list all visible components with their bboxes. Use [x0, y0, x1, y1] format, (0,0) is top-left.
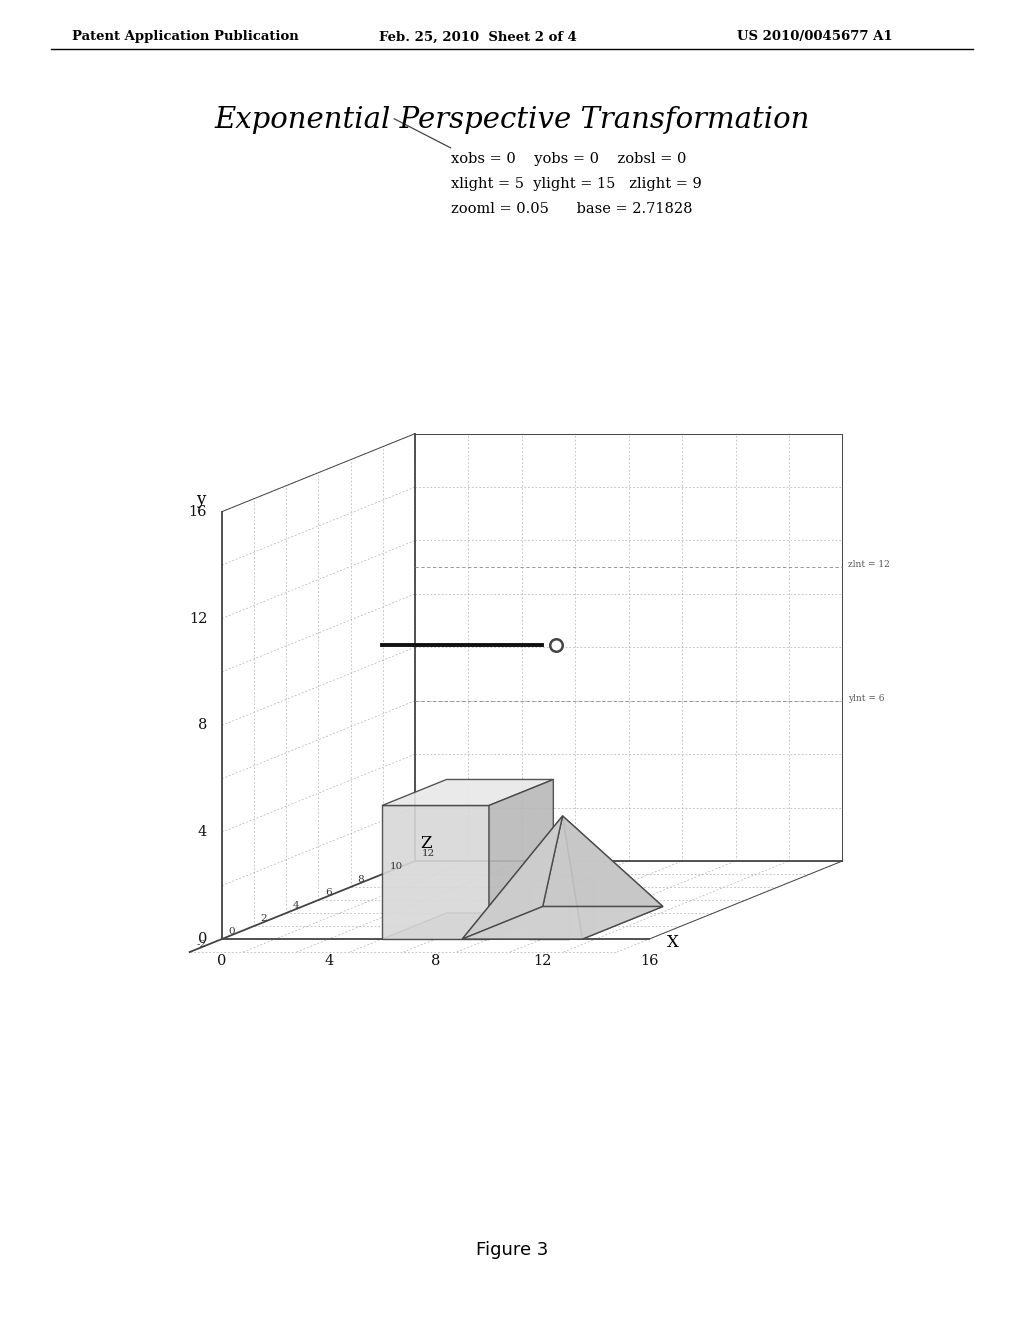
Text: Patent Application Publication: Patent Application Publication: [72, 30, 298, 44]
Text: 6: 6: [325, 888, 332, 898]
Text: -2: -2: [197, 940, 207, 949]
Text: X: X: [668, 935, 679, 950]
Polygon shape: [462, 907, 663, 939]
Text: 0: 0: [198, 932, 207, 946]
Text: 8: 8: [357, 875, 364, 884]
Text: US 2010/0045677 A1: US 2010/0045677 A1: [737, 30, 893, 44]
Polygon shape: [382, 780, 553, 805]
Polygon shape: [382, 805, 488, 939]
Text: 12: 12: [422, 849, 435, 858]
Text: Exponential Perspective Transformation: Exponential Perspective Transformation: [214, 106, 810, 133]
Text: 0: 0: [217, 954, 226, 968]
Text: 8: 8: [431, 954, 440, 968]
Polygon shape: [562, 816, 663, 939]
Text: 4: 4: [293, 902, 300, 911]
Polygon shape: [529, 929, 593, 939]
Polygon shape: [529, 876, 593, 886]
Polygon shape: [529, 886, 569, 939]
Text: 4: 4: [324, 954, 333, 968]
Text: 2: 2: [261, 915, 267, 924]
Text: 4: 4: [198, 825, 207, 840]
Text: ylnt = 6: ylnt = 6: [848, 694, 884, 702]
Text: zooml = 0.05      base = 2.71828: zooml = 0.05 base = 2.71828: [451, 202, 692, 216]
Text: y: y: [197, 491, 206, 508]
Polygon shape: [462, 816, 583, 939]
Text: xobs = 0    yobs = 0    zobsl = 0: xobs = 0 yobs = 0 zobsl = 0: [451, 152, 686, 166]
Text: Feb. 25, 2010  Sheet 2 of 4: Feb. 25, 2010 Sheet 2 of 4: [379, 30, 577, 44]
Polygon shape: [488, 780, 553, 939]
Text: zlnt = 12: zlnt = 12: [848, 560, 890, 569]
Text: 0: 0: [228, 928, 236, 936]
Text: 16: 16: [188, 504, 207, 519]
Text: 12: 12: [188, 611, 207, 626]
Text: Z: Z: [420, 834, 431, 851]
Text: 12: 12: [534, 954, 552, 968]
Polygon shape: [569, 876, 593, 939]
Text: 8: 8: [198, 718, 207, 733]
Polygon shape: [462, 816, 562, 939]
Text: Figure 3: Figure 3: [476, 1241, 548, 1259]
Polygon shape: [382, 913, 553, 939]
Polygon shape: [543, 816, 663, 907]
Text: 16: 16: [640, 954, 658, 968]
Text: 10: 10: [389, 862, 402, 871]
Text: xlight = 5  ylight = 15   zlight = 9: xlight = 5 ylight = 15 zlight = 9: [451, 177, 701, 191]
